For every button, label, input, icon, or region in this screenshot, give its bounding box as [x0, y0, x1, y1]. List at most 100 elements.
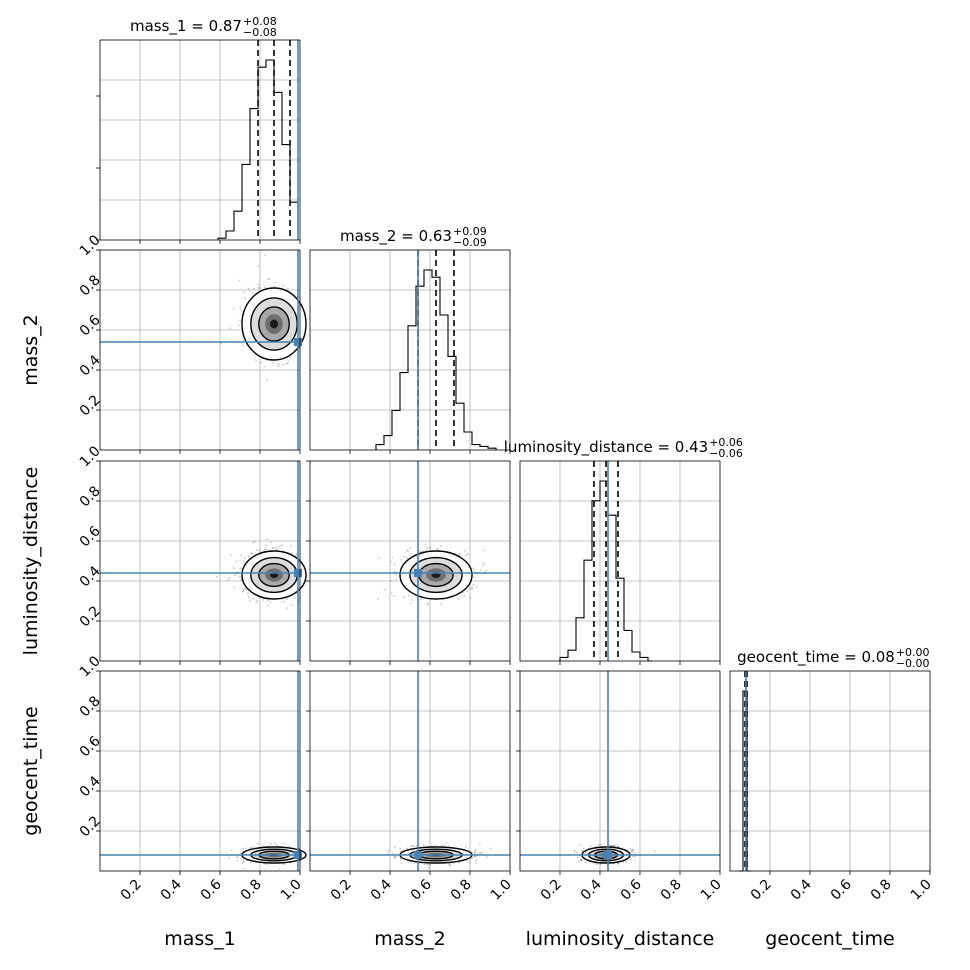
sample-point: [249, 552, 252, 555]
sample-point: [464, 554, 467, 557]
sample-point: [472, 583, 475, 586]
sample-point: [277, 364, 280, 367]
sample-point: [608, 844, 611, 847]
sample-point: [230, 554, 232, 556]
sample-point: [410, 862, 412, 864]
sample-point: [482, 562, 485, 565]
sample-point: [294, 597, 297, 599]
panel-title-geocent_time: geocent_time = 0.08: [737, 648, 895, 667]
sample-point: [471, 857, 473, 860]
sample-point: [389, 560, 392, 563]
sample-point: [266, 379, 269, 381]
contour-line: [258, 562, 290, 588]
sample-point: [253, 540, 256, 543]
sample-point: [243, 867, 245, 870]
sample-point: [290, 545, 292, 548]
panel-frame: [99, 670, 301, 872]
sample-point: [463, 594, 466, 597]
sample-point: [481, 851, 484, 853]
contour-line: [258, 306, 290, 342]
sample-point: [653, 850, 656, 853]
y-axis-label-luminosity_distance: luminosity_distance: [20, 467, 42, 656]
sample-point: [262, 599, 265, 601]
sample-point: [429, 546, 431, 549]
sample-point: [613, 845, 615, 848]
sample-point: [473, 851, 476, 854]
density-level: [270, 319, 278, 329]
sample-point: [248, 599, 251, 602]
x-tick-label: 0.8: [868, 877, 895, 904]
sample-point: [585, 861, 587, 864]
sample-point: [394, 570, 396, 573]
panel-title-luminosity_distance: luminosity_distance = 0.43: [504, 438, 708, 457]
sample-point: [257, 842, 259, 845]
sample-point: [597, 843, 600, 846]
sample-point: [600, 843, 603, 846]
panel-frame: [99, 39, 301, 241]
sample-point: [263, 365, 266, 368]
sample-point: [242, 588, 245, 591]
sample-point: [426, 863, 429, 866]
sample-point: [427, 603, 429, 606]
sample-point: [239, 575, 241, 578]
sample-point: [579, 860, 582, 862]
x-tick-label: 0.4: [788, 876, 815, 903]
sample-point: [276, 548, 278, 551]
x-axis-label-mass_1: mass_1: [164, 928, 236, 950]
sample-point: [227, 578, 230, 581]
sample-point: [428, 863, 431, 866]
sample-point: [237, 856, 239, 859]
sample-point: [240, 579, 242, 581]
sample-point: [286, 287, 289, 290]
sample-point: [247, 555, 250, 557]
sample-point: [458, 552, 460, 555]
sample-point: [617, 862, 620, 865]
sample-point: [424, 543, 427, 546]
sample-point: [609, 845, 612, 847]
panel-frame: [99, 249, 301, 451]
sample-point: [241, 862, 244, 864]
scatter-panel-mass_2-vs-luminosity_distance: [306, 460, 511, 665]
sample-point: [625, 861, 628, 863]
sample-point: [411, 599, 413, 601]
sample-point: [230, 849, 233, 851]
sample-point: [239, 319, 241, 322]
sample-point: [278, 867, 281, 870]
sample-point: [238, 279, 241, 282]
sample-point: [233, 586, 236, 589]
sample-point: [228, 576, 231, 579]
sample-point: [479, 569, 482, 572]
sample-point: [237, 324, 240, 327]
histogram-panel-mass_1: mass_1 = 0.87 +0.08−0.08: [96, 15, 301, 244]
histogram-step: [375, 269, 497, 450]
x-axis-label-mass_2: mass_2: [374, 928, 446, 950]
x-tick-label: 0.2: [538, 877, 565, 904]
sample-point: [631, 849, 634, 852]
sample-point: [466, 590, 469, 593]
sample-point: [282, 600, 285, 603]
sample-point: [234, 574, 236, 577]
sample-point: [400, 862, 403, 865]
sample-point: [485, 569, 488, 572]
sample-point: [589, 845, 592, 847]
sample-point: [263, 286, 266, 289]
sample-point: [458, 554, 461, 557]
sample-point: [274, 842, 277, 845]
sample-point: [285, 598, 288, 601]
sample-point: [461, 591, 464, 594]
panel-frame: [309, 460, 511, 662]
sample-point: [393, 563, 396, 566]
sample-point: [291, 552, 293, 554]
sample-point: [273, 285, 276, 288]
truth-marker: [294, 338, 302, 346]
sample-point: [228, 857, 231, 860]
sample-point: [613, 844, 615, 847]
sample-point: [403, 556, 405, 558]
sample-point: [473, 576, 475, 579]
scatter-panel-mass_1-vs-geocent_time: 0.2 0.4 0.6 0.8 1.00.20.40.60.81.0: [77, 653, 307, 904]
sample-point: [265, 544, 267, 547]
sample-point: [410, 553, 412, 555]
sample-point: [252, 288, 255, 290]
title-upper-error: +0.06: [709, 436, 743, 449]
